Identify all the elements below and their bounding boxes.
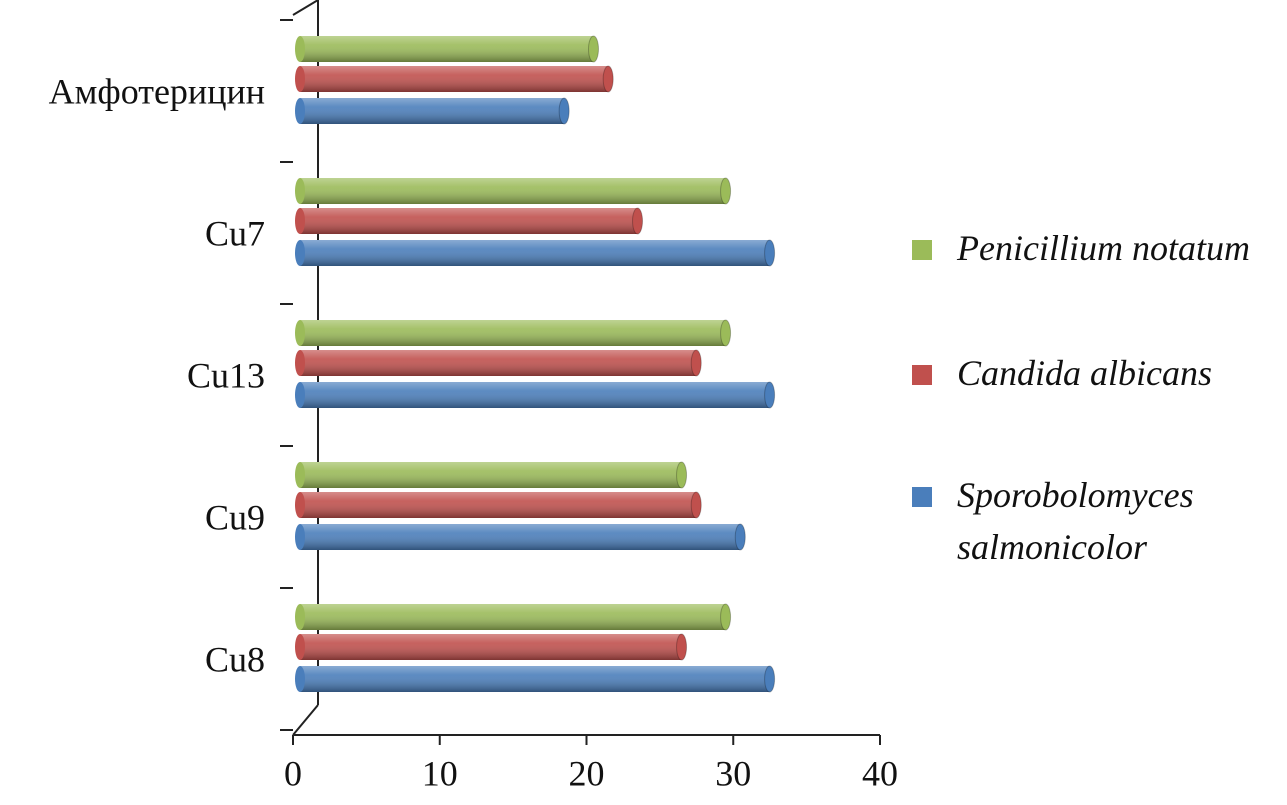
legend-swatch bbox=[912, 240, 932, 260]
legend-swatch bbox=[912, 365, 932, 385]
bar bbox=[295, 207, 644, 235]
bar bbox=[295, 523, 746, 551]
bar bbox=[295, 65, 614, 93]
bar bbox=[295, 633, 688, 661]
x-tick-label: 0 bbox=[284, 753, 302, 793]
x-tick-label: 40 bbox=[862, 753, 898, 793]
bar bbox=[295, 177, 732, 205]
legend-swatch bbox=[912, 487, 932, 507]
x-tick-label: 30 bbox=[715, 753, 751, 793]
category-label: Cu7 bbox=[205, 213, 265, 253]
x-tick-label: 20 bbox=[569, 753, 605, 793]
bar bbox=[295, 491, 702, 519]
bar bbox=[295, 461, 688, 489]
bar bbox=[295, 603, 732, 631]
legend-label: Penicillium notatum bbox=[957, 228, 1250, 268]
bar bbox=[295, 665, 776, 693]
bar bbox=[295, 319, 732, 347]
category-label: Амфотерицин bbox=[49, 71, 265, 111]
category-label: Cu8 bbox=[205, 639, 265, 679]
wall-edge bbox=[292, 0, 319, 16]
category-label: Cu9 bbox=[205, 497, 265, 537]
bar bbox=[295, 97, 570, 125]
category-label: Cu13 bbox=[187, 355, 265, 395]
bar bbox=[295, 35, 599, 63]
legend-label: Candida albicans bbox=[957, 353, 1213, 393]
bar bbox=[295, 239, 776, 267]
legend-label: Sporobolomyces salmonicolor bbox=[957, 475, 1194, 567]
bar bbox=[295, 381, 776, 409]
x-tick-label: 10 bbox=[422, 753, 458, 793]
bar bbox=[295, 349, 702, 377]
wall-edge bbox=[292, 704, 319, 736]
